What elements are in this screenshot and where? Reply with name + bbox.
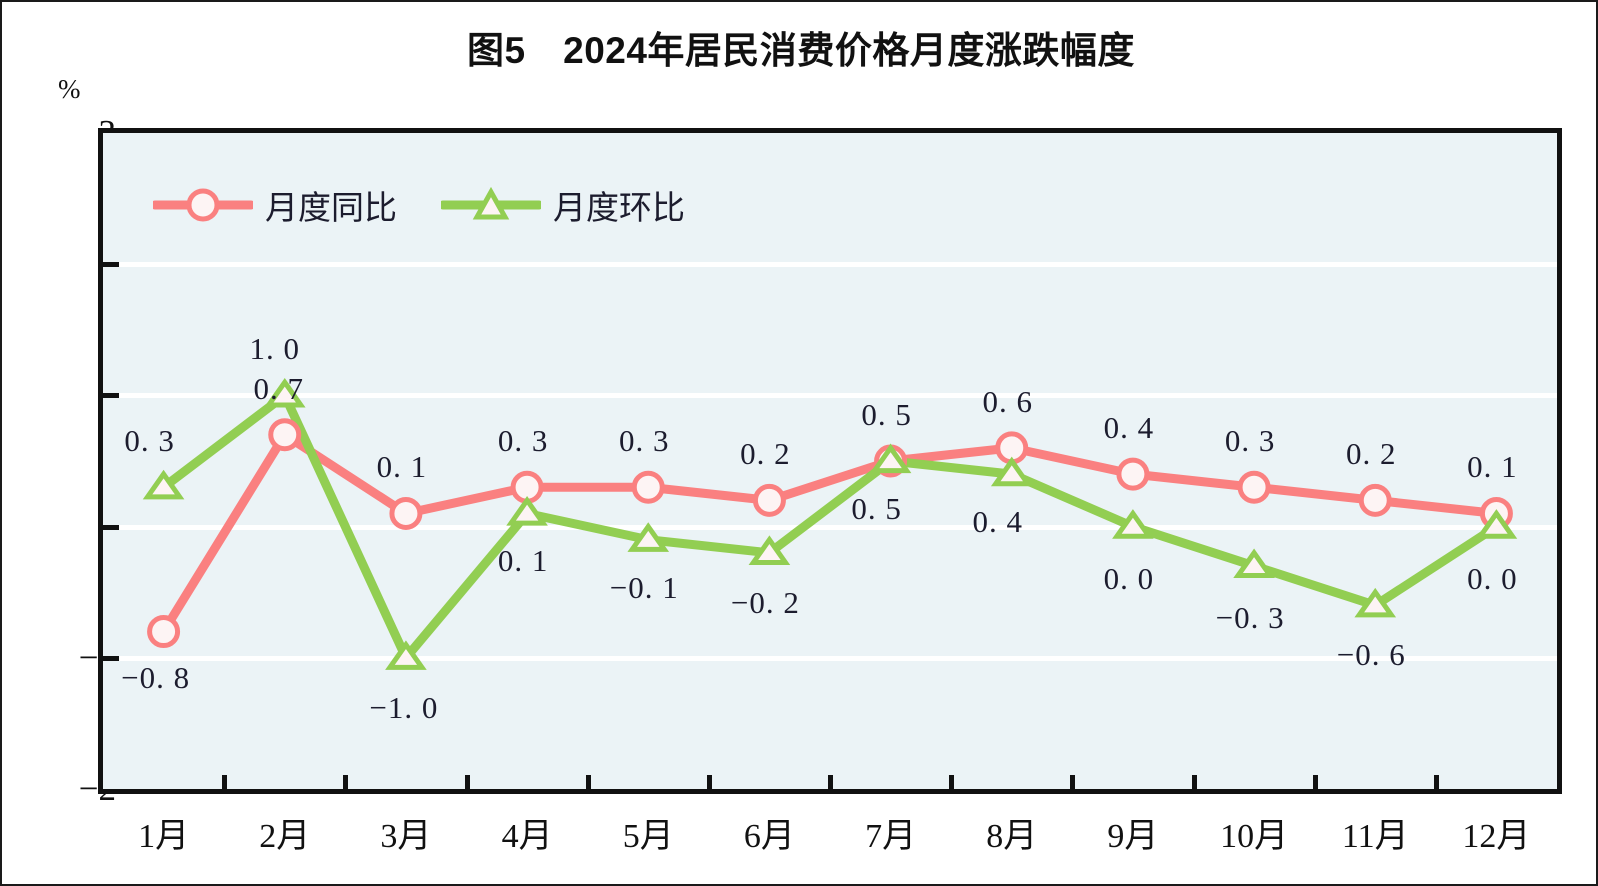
x-axis-tick-label: 4月: [501, 818, 553, 855]
series-marker: [142, 469, 185, 500]
series-marker: [752, 483, 786, 517]
series-marker: [627, 522, 670, 552]
data-point-label: −1. 0: [369, 689, 439, 725]
x-axis-tick: [706, 775, 712, 790]
x-axis-tick: [1312, 775, 1318, 790]
legend-label: 月度环比: [553, 191, 685, 227]
data-point-label: 0. 4: [1103, 410, 1155, 446]
x-axis-tick-label: 5月: [622, 818, 674, 855]
gridline: [103, 262, 1557, 268]
data-point-label: 0. 6: [982, 383, 1033, 419]
chart-title: 图5 2024年居民消费价格月度涨跌幅度: [467, 30, 1135, 71]
data-point-label: 0. 2: [740, 436, 791, 472]
data-point-label: −0. 8: [121, 659, 191, 695]
x-axis-tick: [464, 775, 470, 790]
data-point-label: 0. 3: [619, 423, 670, 459]
y-axis-tick: [102, 655, 119, 661]
data-point-label: 1. 0: [249, 331, 300, 367]
data-point-label: −0. 2: [730, 584, 800, 620]
x-axis-tick-label: 6月: [743, 818, 795, 855]
series-marker: [389, 496, 423, 530]
series-marker: [990, 456, 1033, 487]
legend-circle-icon: [153, 188, 253, 222]
x-axis-tick-label: 2月: [259, 818, 311, 855]
data-point-label: −0. 3: [1215, 599, 1285, 635]
data-point-label: 0. 3: [124, 423, 175, 459]
x-axis-tick-label: 11月: [1341, 818, 1409, 855]
data-point-label: 0. 5: [851, 491, 902, 526]
gridline: [103, 524, 1557, 530]
plot-area: −0. 8 0. 7 0. 1 0. 3 0. 3 0. 2 0. 5 0. 6 0. 4 0. …: [98, 128, 1562, 794]
x-axis-tick-label: 3月: [380, 818, 432, 855]
data-point-label: 0. 1: [497, 543, 549, 579]
series-marker: [631, 470, 665, 504]
legend-item-yoy[interactable]: 月度同比: [153, 181, 397, 229]
x-axis-tick-label: 8月: [986, 818, 1038, 855]
x-axis-tick-label: 12月: [1462, 818, 1531, 855]
x-axis-tick: [949, 775, 955, 790]
data-point-label: 0. 0: [1467, 560, 1518, 596]
gridline: [103, 393, 1557, 399]
gridline: [103, 655, 1557, 661]
series-line: [159, 430, 1501, 637]
data-point-label: 0. 7: [253, 370, 304, 406]
x-axis-tick-label: 1月: [138, 818, 190, 855]
x-axis-tick-label: 9月: [1107, 818, 1159, 855]
series-marker: [263, 377, 306, 408]
series-marker: [1237, 470, 1271, 504]
x-axis-tick: [1191, 775, 1197, 790]
x-axis-tick: [1433, 775, 1439, 790]
data-point-label: 0. 5: [861, 397, 912, 432]
data-point-label: 0. 1: [376, 449, 428, 485]
data-point-label: −0. 6: [1336, 637, 1406, 673]
series-marker: [268, 418, 302, 452]
y-axis-tick: [102, 393, 119, 399]
series-marker: [1354, 587, 1397, 618]
data-point-label: 0. 0: [1103, 560, 1155, 596]
x-axis-tick: [222, 775, 228, 790]
legend-label: 月度同比: [265, 191, 397, 227]
series-lines: [142, 377, 1518, 670]
y-axis-unit-label: %: [58, 74, 81, 104]
legend-item-mom[interactable]: 月度环比: [441, 181, 685, 229]
data-point-label: 0. 3: [1224, 423, 1276, 459]
data-point-label: 0. 1: [1467, 449, 1518, 485]
x-axis-tick: [343, 775, 349, 790]
data-point-label: 0. 2: [1346, 436, 1397, 472]
legend-triangle-icon: [441, 186, 541, 220]
x-axis-tick-label: 10月: [1220, 818, 1289, 855]
series-marker: [1233, 548, 1275, 579]
x-axis-tick: [585, 775, 591, 790]
series-marker: [869, 443, 912, 474]
series-marker: [506, 496, 548, 526]
data-point-label: 0. 3: [497, 423, 549, 459]
chart-legend: 月度同比 月度环比: [153, 181, 685, 229]
y-axis-tick: [102, 262, 119, 268]
series-marker: [1475, 509, 1518, 539]
series-line: [159, 390, 1501, 663]
series-marker: [1112, 509, 1154, 539]
series-marker: [385, 640, 427, 670]
y-axis-tick: [102, 524, 119, 530]
data-point-label: 0. 4: [972, 504, 1023, 540]
x-axis-tick-label: 7月: [865, 818, 917, 855]
x-axis-tick: [1070, 775, 1076, 790]
x-axis-tick: [828, 775, 833, 790]
series-marker: [748, 535, 791, 565]
series-marker: [147, 615, 181, 649]
series-marker: [1116, 457, 1150, 491]
series-marker: [1358, 483, 1392, 517]
data-point-label: −0. 1: [609, 569, 679, 605]
